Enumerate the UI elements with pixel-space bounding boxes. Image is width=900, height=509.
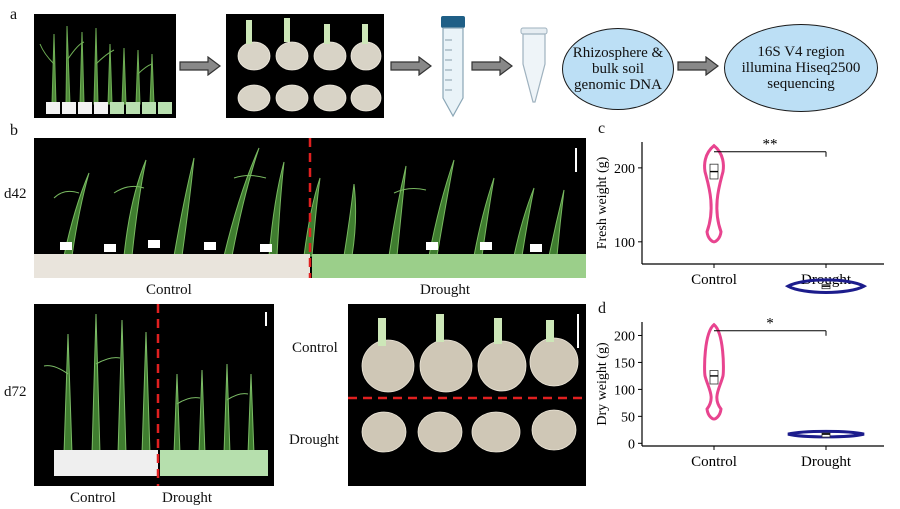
d72-roots-photo bbox=[348, 304, 586, 486]
dna-extraction-step: Rhizosphere & bulk soil genomic DNA bbox=[562, 28, 674, 110]
x-tick-label: Control bbox=[691, 272, 737, 288]
y-tick-label: 200 bbox=[614, 329, 635, 344]
sequencing-step: 16S V4 region illumina Hiseq2500 sequenc… bbox=[724, 24, 878, 112]
y-tick-label: 100 bbox=[614, 383, 635, 398]
violin-control bbox=[703, 143, 725, 244]
day72-label: d72 bbox=[4, 384, 27, 400]
violin-control bbox=[703, 322, 725, 421]
y-tick-label: 0 bbox=[628, 437, 635, 452]
d42-drought-label: Drought bbox=[420, 282, 470, 298]
pot-plants-photo bbox=[34, 14, 176, 118]
day42-label: d42 bbox=[4, 186, 27, 202]
x-tick-label: Drought bbox=[801, 454, 852, 470]
d42-plants-photo bbox=[34, 138, 586, 278]
arrow-right-icon bbox=[471, 56, 513, 76]
root-samples-photo bbox=[226, 14, 384, 118]
x-tick-label: Control bbox=[691, 454, 737, 470]
box-control bbox=[709, 370, 719, 385]
centrifuge-tube-icon bbox=[441, 16, 465, 118]
violin-drought bbox=[784, 278, 868, 294]
panel-b-label: b bbox=[10, 122, 18, 139]
panel-d-label: d bbox=[598, 300, 606, 317]
d72-plants-photo bbox=[34, 304, 274, 486]
y-tick-label: 150 bbox=[614, 356, 635, 371]
microtube-icon bbox=[520, 27, 548, 103]
dry-weight-chart: 0 50 100 150 200 Control Drought Dry weight (g)… bbox=[595, 316, 884, 470]
y-tick-label: 200 bbox=[614, 162, 635, 177]
significance-marker: * bbox=[766, 316, 774, 332]
violin-drought bbox=[787, 429, 865, 439]
y-axis-label: Fresh weight (g) bbox=[595, 156, 610, 249]
y-tick-label: 50 bbox=[621, 410, 635, 425]
panel-a-label: a bbox=[10, 6, 18, 23]
roots-drought-label: Drought bbox=[289, 432, 339, 448]
d72-drought-label: Drought bbox=[162, 490, 212, 506]
y-tick-label: 100 bbox=[614, 236, 635, 251]
d72-control-label: Control bbox=[70, 490, 116, 506]
arrow-right-icon bbox=[179, 56, 221, 76]
box-drought bbox=[821, 432, 831, 438]
dna-extraction-label: Rhizosphere & bulk soil genomic DNA bbox=[572, 45, 664, 93]
d42-control-label: Control bbox=[146, 282, 192, 298]
sequencing-label: 16S V4 region illumina Hiseq2500 sequenc… bbox=[741, 44, 861, 92]
arrow-right-icon bbox=[677, 56, 719, 76]
significance-marker: ** bbox=[763, 137, 778, 153]
roots-control-label: Control bbox=[292, 340, 338, 356]
arrow-right-icon bbox=[390, 56, 432, 76]
y-axis-label: Dry weight (g) bbox=[595, 342, 610, 426]
panel-c-label: c bbox=[598, 120, 606, 137]
